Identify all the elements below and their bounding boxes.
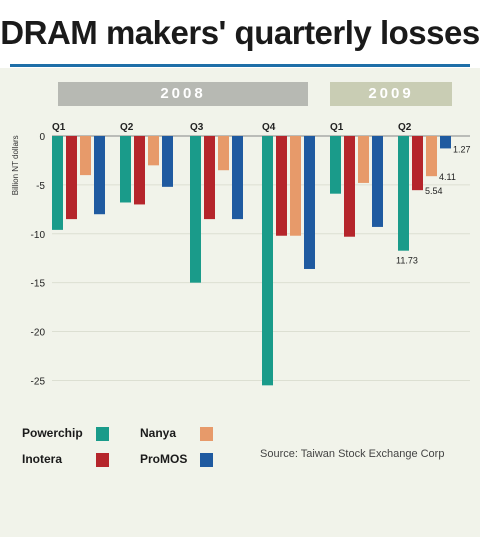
bar-nanya xyxy=(426,136,437,177)
data-label: 1.27 xyxy=(453,144,471,154)
bar-promos xyxy=(304,136,315,269)
title-band xyxy=(0,0,480,68)
y-tick-label: -5 xyxy=(36,181,45,192)
source-note: Source: Taiwan Stock Exchange Corp xyxy=(260,448,445,460)
quarter-label: Q4 xyxy=(262,122,276,133)
bar-inotera xyxy=(412,136,423,191)
data-label: 5.54 xyxy=(425,186,443,196)
bar-promos xyxy=(162,136,173,187)
legend-label: Nanya xyxy=(140,426,177,440)
bar-nanya xyxy=(290,136,301,236)
bar-promos xyxy=(232,136,243,220)
legend-swatch-nanya xyxy=(200,427,213,441)
bar-inotera xyxy=(134,136,145,205)
title-rule xyxy=(10,64,470,67)
legend-swatch-promos xyxy=(200,453,213,467)
year-label-2008: 2008 xyxy=(58,82,308,106)
data-label: 11.73 xyxy=(396,256,418,266)
bar-inotera xyxy=(344,136,355,237)
y-axis-label: Billion NT dollars xyxy=(11,135,20,195)
quarter-label: Q1 xyxy=(52,122,66,133)
bar-promos xyxy=(372,136,383,227)
bar-powerchip xyxy=(52,136,63,230)
quarter-label: Q2 xyxy=(120,122,134,133)
y-tick-label: 0 xyxy=(39,132,45,143)
bar-nanya xyxy=(358,136,369,183)
legend-swatch-powerchip xyxy=(96,427,109,441)
bar-nanya xyxy=(218,136,229,171)
bar-inotera xyxy=(204,136,215,220)
bar-powerchip xyxy=(330,136,341,194)
bar-nanya xyxy=(148,136,159,166)
legend-swatch-inotera xyxy=(96,453,109,467)
quarter-label: Q3 xyxy=(190,122,204,133)
legend-item-inotera: Inotera xyxy=(22,452,62,466)
legend-item-powerchip: Powerchip xyxy=(22,426,83,440)
bar-powerchip xyxy=(120,136,131,203)
bar-inotera xyxy=(66,136,77,220)
y-tick-label: -25 xyxy=(31,376,46,387)
year-label-2009: 2009 xyxy=(330,82,452,106)
y-tick-label: -15 xyxy=(31,279,46,290)
bar-powerchip xyxy=(398,136,409,251)
quarter-label: Q2 xyxy=(398,122,412,133)
bar-nanya xyxy=(80,136,91,176)
legend-item-nanya: Nanya xyxy=(140,426,176,440)
data-label: 4.11 xyxy=(439,172,456,182)
bar-inotera xyxy=(276,136,287,236)
legend-label: Inotera xyxy=(22,452,63,466)
legend-label: Powerchip xyxy=(22,426,83,440)
quarter-label: Q1 xyxy=(330,122,344,133)
legend-item-promos: ProMOS xyxy=(140,452,187,466)
y-tick-label: -20 xyxy=(31,328,46,339)
bar-powerchip xyxy=(190,136,201,283)
legend-label: ProMOS xyxy=(140,452,188,466)
bar-promos xyxy=(94,136,105,215)
chart-title: DRAM makers' quarterly losses xyxy=(0,14,480,51)
bar-powerchip xyxy=(262,136,273,386)
y-tick-label: -10 xyxy=(31,230,46,241)
bar-promos xyxy=(440,136,451,149)
